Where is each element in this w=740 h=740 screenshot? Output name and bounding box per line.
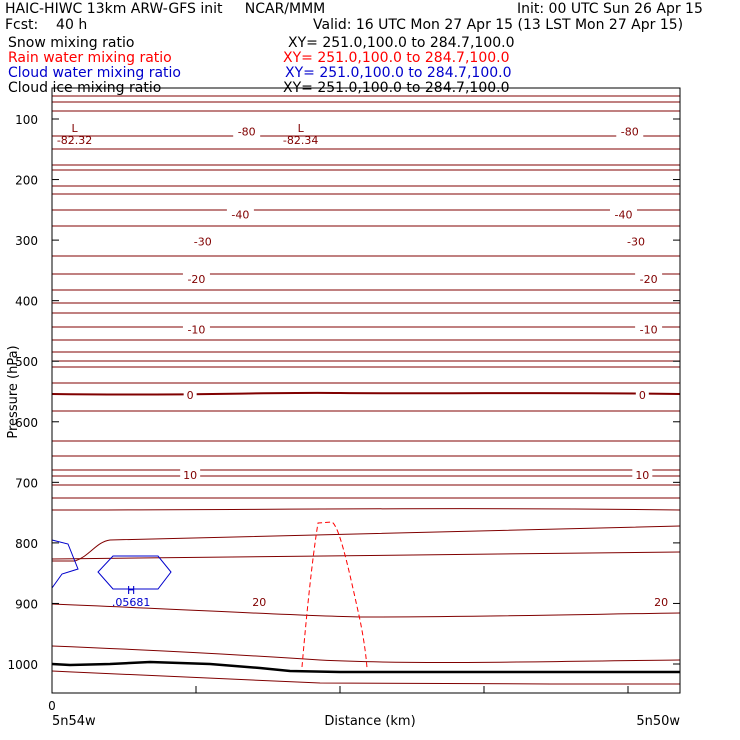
x-tick-label-zero: 0: [48, 699, 56, 713]
cloud-water-contour-h: [97, 555, 172, 590]
axis-ticks: [51, 118, 680, 693]
temperature-contour-line: [51, 273, 681, 275]
temperature-contour-label: -80: [621, 126, 639, 139]
field-label-rain: Rain water mixing ratio: [8, 50, 172, 66]
contour-label-bg: [632, 469, 653, 482]
y-axis-label: Pressure (hPa): [6, 345, 21, 438]
extremum-value: -82.34: [283, 134, 318, 147]
temperature-contour-line: [51, 164, 681, 166]
temperature-contour-label: -20: [187, 273, 205, 286]
temperature-contour-label: -10: [187, 324, 205, 337]
contour-label-bg: [180, 469, 201, 482]
y-tick-label: 300: [15, 234, 38, 248]
temperature-contour-line: [51, 497, 681, 499]
temperature-contour-line: [51, 209, 681, 211]
temperature-contour-line: [51, 351, 681, 353]
contour-label-bg: [616, 125, 644, 138]
temperature-contour-label: 0: [187, 389, 194, 402]
header-forecast-hour: Fcst: 40 h: [5, 17, 88, 33]
temperature-contour-line: [51, 455, 681, 457]
contour-label-bg: [651, 596, 672, 609]
temperature-contour-line: [51, 645, 681, 663]
temperature-contour-label: -40: [231, 209, 249, 222]
contour-label-bg: [233, 125, 261, 138]
y-tick-label: 1000: [7, 658, 38, 672]
temperature-contour-line: [51, 169, 681, 171]
temperature-contour-line: [51, 193, 681, 195]
temperature-contour-line: [51, 484, 681, 486]
temperature-contour-line: [51, 366, 681, 368]
field-xy-snow: XY= 251.0,100.0 to 284.7,100.0: [288, 35, 515, 51]
contour-label-bg: [635, 323, 663, 336]
extremum-marker: L: [298, 122, 305, 135]
y-tick-label: 600: [15, 416, 38, 430]
temperature-contour-label: -40: [614, 209, 632, 222]
field-xy-rain: XY= 251.0,100.0 to 284.7,100.0: [283, 50, 510, 66]
temperature-contour-line: [51, 382, 681, 384]
temperature-contour-line: [51, 135, 681, 137]
temperature-contour-line: [51, 440, 681, 442]
temperature-contour-line: [51, 508, 681, 511]
contour-label-bg: [183, 389, 197, 402]
rain-water-contour: [301, 521, 368, 669]
terrain-surface: [51, 660, 680, 674]
temperature-contour-zero: [51, 391, 681, 396]
temperature-contour-label: 20: [252, 596, 266, 609]
temperature-contour-label: -20: [640, 273, 658, 286]
header-title: HAIC-HIWC 13km ARW-GFS init NCAR/MMM: [5, 1, 326, 17]
contour-label-bg: [635, 389, 649, 402]
temperature-contour-line: [51, 110, 681, 112]
temperature-contour-label: -10: [640, 324, 658, 337]
contour-label-bg: [609, 208, 637, 221]
y-tick-label: 400: [15, 295, 38, 309]
temperature-contour-label: -30: [194, 235, 212, 248]
temperature-contour-line: [51, 302, 681, 304]
y-tick-label: 900: [15, 597, 38, 611]
temperature-contour-label: 0: [639, 389, 646, 402]
contour-label-bg: [622, 235, 650, 248]
temperature-contour-label: 10: [635, 469, 649, 482]
temperature-contour-line: [51, 255, 681, 257]
x-axis-label: Distance (km): [324, 714, 415, 729]
contour-label-bg: [249, 596, 270, 609]
temperature-contour-label: -80: [238, 126, 256, 139]
temperature-contour-line: [51, 551, 681, 560]
x-end-location: 5n50w: [636, 714, 680, 729]
field-label-cloud-water: Cloud water mixing ratio: [8, 65, 181, 81]
contour-label-bg: [182, 272, 210, 285]
temperature-contour-label: -30: [627, 235, 645, 248]
y-tick-label: 200: [15, 174, 38, 188]
temperature-contour-label: 20: [654, 596, 668, 609]
contour-label-bg: [226, 208, 254, 221]
temperature-contour-line: [51, 95, 681, 97]
temperature-contour-line: [51, 339, 681, 341]
extremum-value: -82.32: [57, 134, 92, 147]
y-tick-label: 800: [15, 537, 38, 551]
extremum-value: .05681: [112, 596, 151, 609]
extremum-marker: L: [71, 122, 78, 135]
extremum-marker: H: [127, 584, 135, 597]
contour-label-bg: [189, 235, 217, 248]
x-start-location: 5n54w: [52, 714, 96, 729]
temperature-contour-line: [51, 312, 681, 314]
cloud-water-contour-left: [51, 539, 79, 589]
temperature-contour-line: [51, 670, 681, 685]
contour-label-bg: [635, 272, 663, 285]
contour-label-bg: [182, 323, 210, 336]
plot-frame: [51, 87, 681, 694]
y-tick-label: 700: [15, 476, 38, 490]
y-tick-label: 500: [15, 355, 38, 369]
temperature-contour-line: [51, 603, 681, 618]
field-xy-cloud-water: XY= 251.0,100.0 to 284.7,100.0: [285, 65, 512, 81]
temperature-contour-label: 10: [183, 469, 197, 482]
y-tick-label: 100: [15, 113, 38, 127]
field-label-snow: Snow mixing ratio: [8, 35, 135, 51]
header-valid-time: Valid: 16 UTC Mon 27 Apr 15 (13 LST Mon …: [313, 17, 684, 33]
header-init: Init: 00 UTC Sun 26 Apr 15: [517, 1, 703, 17]
